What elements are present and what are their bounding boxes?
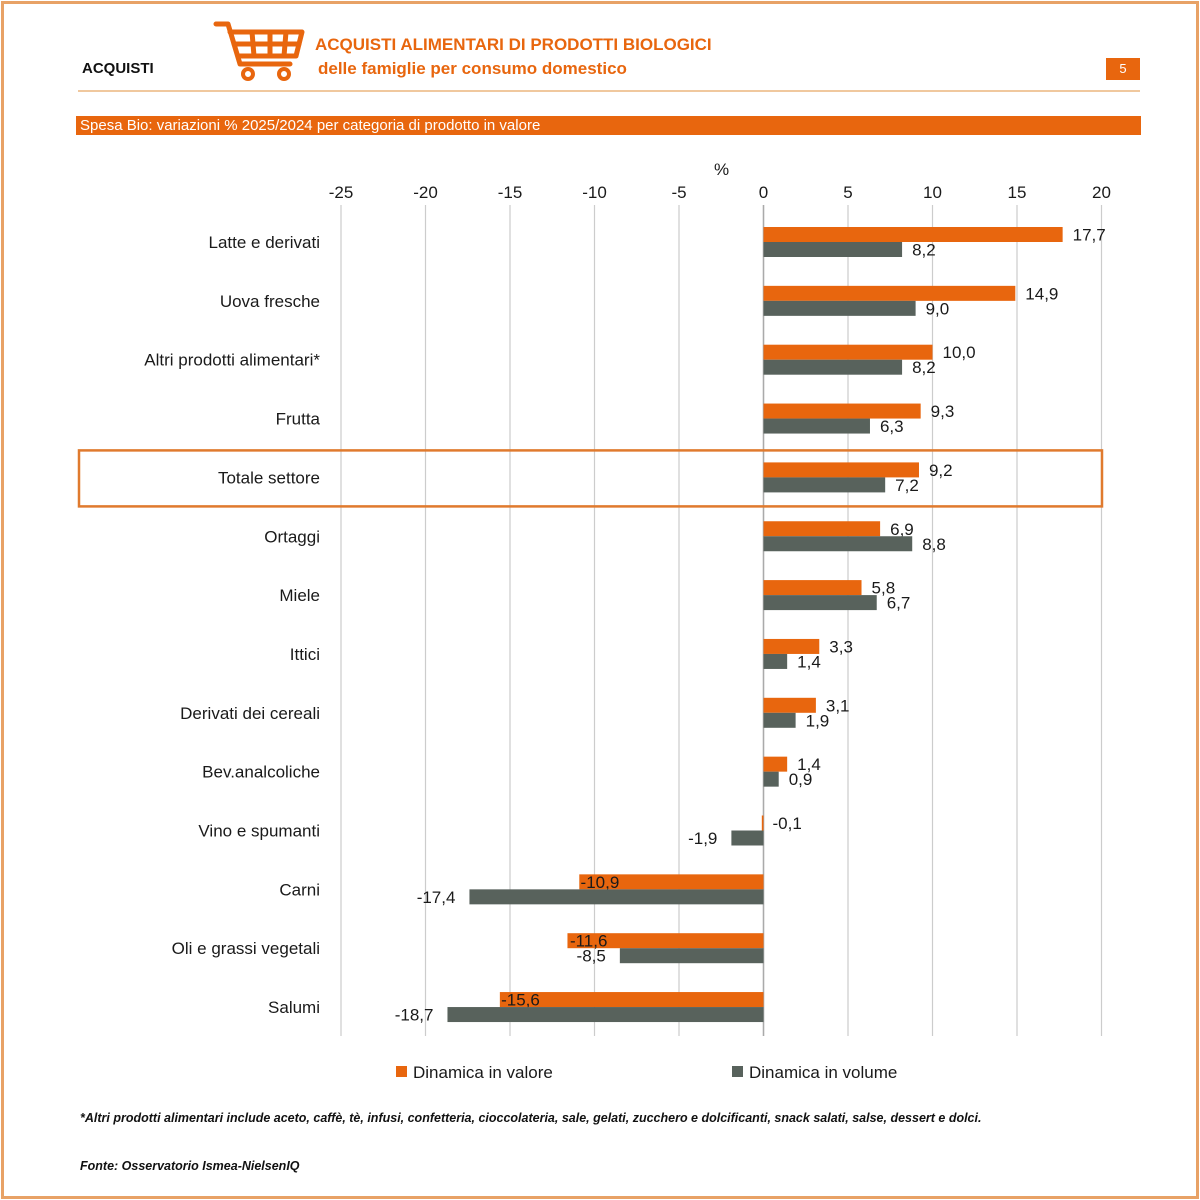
data-label-value: -10,9 — [581, 873, 620, 892]
bar-value — [763, 285, 1016, 301]
legend-swatch-volume — [732, 1066, 743, 1077]
data-label-volume: 8,8 — [922, 535, 946, 554]
category-label: Altri prodotti alimentari* — [144, 351, 320, 370]
category-label: Uova fresche — [220, 292, 320, 311]
data-label-volume: -17,4 — [417, 888, 456, 907]
chart-banner: Spesa Bio: variazioni % 2025/2024 per ca… — [76, 116, 1141, 135]
data-label-volume: 1,4 — [797, 652, 821, 671]
x-tick-label: -15 — [498, 183, 523, 202]
category-label: Miele — [279, 586, 320, 605]
bar-volume — [731, 830, 764, 846]
data-label-value: 6,9 — [890, 520, 914, 539]
bar-volume — [763, 418, 870, 434]
legend-label-value: Dinamica in valore — [413, 1063, 553, 1082]
section-label: ACQUISTI — [82, 60, 154, 77]
x-tick-label: 5 — [843, 183, 852, 202]
data-label-volume: 0,9 — [789, 770, 813, 789]
bar-value — [763, 697, 816, 713]
category-label: Oli e grassi vegetali — [172, 939, 320, 958]
category-label: Ittici — [290, 645, 320, 664]
bar-volume — [763, 477, 886, 493]
data-label-volume: -18,7 — [395, 1006, 434, 1025]
data-label-value: 14,9 — [1025, 284, 1058, 303]
data-label-volume: 8,2 — [912, 358, 936, 377]
highlight-box — [77, 449, 1104, 508]
legend-item-volume: Dinamica in volume — [732, 1063, 897, 1083]
bar-volume — [447, 1007, 764, 1023]
data-label-volume: 9,0 — [926, 299, 950, 318]
bar-value — [763, 403, 921, 419]
data-label-volume: 1,9 — [806, 711, 830, 730]
data-label-volume: 7,2 — [895, 476, 919, 495]
data-label-value: 3,1 — [826, 696, 850, 715]
bar-volume — [763, 653, 788, 669]
legend-label-volume: Dinamica in volume — [749, 1063, 898, 1082]
legend-swatch-value — [396, 1066, 407, 1077]
x-tick-label: 15 — [1008, 183, 1027, 202]
category-label: Ortaggi — [264, 527, 320, 546]
x-tick-label: 20 — [1092, 183, 1111, 202]
bar-value — [763, 580, 862, 596]
data-label-volume: 6,7 — [887, 594, 911, 613]
bar-volume — [469, 889, 764, 905]
x-tick-label: 10 — [923, 183, 942, 202]
bar-volume — [763, 242, 903, 257]
category-label: Carni — [279, 880, 320, 899]
bar-value — [499, 992, 764, 1008]
category-label: Frutta — [276, 410, 321, 429]
category-label: Bev.analcoliche — [202, 763, 320, 782]
bar-value — [763, 756, 788, 772]
data-label-value: 10,0 — [943, 343, 976, 362]
bar-chart: -25 -20 -15 -10 -5 0 5 10 15 20% Latte e derivati 1… — [77, 160, 1111, 1036]
data-label-value: 1,4 — [797, 755, 821, 774]
x-tick-label: 0 — [759, 183, 768, 202]
page-subtitle: delle famiglie per consumo domestico — [318, 59, 627, 78]
bar-value — [567, 933, 764, 949]
bar-value — [763, 638, 820, 654]
bar-value — [761, 815, 764, 831]
category-label: Vino e spumanti — [198, 822, 320, 841]
x-tick-label: -5 — [671, 183, 686, 202]
bar-value — [763, 344, 933, 360]
category-label: Salumi — [268, 998, 320, 1017]
x-tick-label: -20 — [413, 183, 438, 202]
data-label-value: 9,2 — [929, 461, 953, 480]
bar-value — [763, 462, 919, 478]
data-label-value: 9,3 — [931, 402, 955, 421]
data-label-value: 17,7 — [1073, 226, 1106, 245]
bar-volume — [763, 771, 779, 787]
bar-volume — [763, 712, 796, 728]
bar-volume — [763, 595, 877, 611]
shopping-cart-icon — [213, 21, 305, 81]
data-label-value: 3,3 — [829, 637, 853, 656]
page-number-badge: 5 — [1106, 58, 1140, 80]
category-label: Latte e derivati — [208, 233, 320, 252]
bar-volume — [763, 300, 916, 316]
category-label: Totale settore — [218, 468, 320, 487]
bar-volume — [763, 536, 913, 552]
x-tick-label: -25 — [329, 183, 354, 202]
data-label-volume: 8,2 — [912, 241, 936, 260]
axis-unit-label: % — [714, 160, 729, 179]
header-divider — [78, 90, 1140, 92]
bar-volume — [763, 359, 903, 375]
page-title: ACQUISTI ALIMENTARI DI PRODOTTI BIOLOGIC… — [315, 35, 712, 54]
source-note: Fonte: Osservatorio Ismea-NielsenIQ — [80, 1159, 300, 1173]
data-label-volume: -1,9 — [688, 829, 717, 848]
bar-value — [763, 227, 1063, 242]
data-label-volume: -8,5 — [577, 947, 606, 966]
category-label: Derivati dei cereali — [180, 704, 320, 723]
data-label-value: -11,6 — [570, 932, 608, 951]
legend-item-value: Dinamica in valore — [396, 1063, 553, 1083]
data-label-value: -15,6 — [501, 991, 540, 1010]
data-label-value: -0,1 — [773, 814, 802, 833]
bar-value — [579, 874, 764, 890]
x-tick-label: -10 — [582, 183, 607, 202]
bar-value — [763, 521, 881, 537]
bar-volume — [619, 948, 764, 964]
data-label-value: 5,8 — [872, 579, 896, 598]
footnote: *Altri prodotti alimentari include aceto… — [80, 1111, 982, 1125]
data-label-volume: 6,3 — [880, 417, 904, 436]
